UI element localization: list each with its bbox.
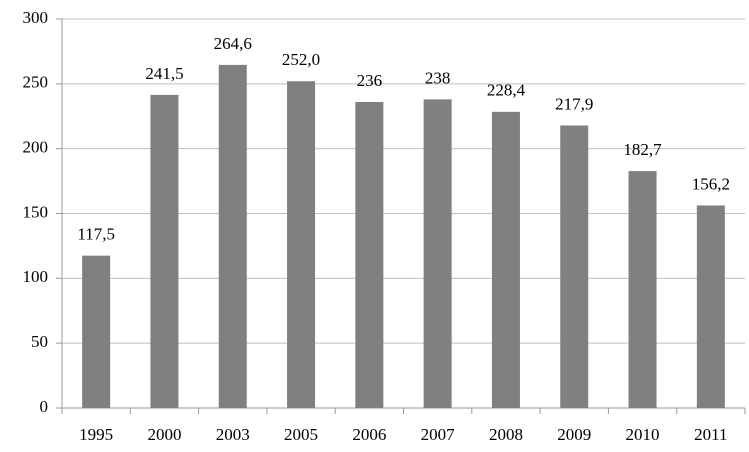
value-label: 264,6 — [214, 34, 252, 53]
x-tick-label: 2008 — [489, 425, 523, 444]
value-label: 228,4 — [487, 81, 526, 100]
y-tick-label: 200 — [23, 138, 49, 157]
bar — [218, 64, 247, 408]
y-tick-label: 250 — [23, 73, 49, 92]
x-tick-label: 1995 — [79, 425, 113, 444]
x-tick-label: 2007 — [421, 425, 456, 444]
x-tick-label: 2010 — [626, 425, 660, 444]
x-tick-label: 2011 — [694, 425, 727, 444]
bar — [355, 101, 384, 408]
value-label: 238 — [425, 68, 451, 87]
bar — [491, 111, 520, 408]
value-label: 217,9 — [555, 94, 593, 113]
bar — [150, 94, 179, 408]
x-tick-label: 2006 — [352, 425, 386, 444]
bar — [628, 171, 657, 408]
x-tick-label: 2000 — [147, 425, 181, 444]
y-tick-label: 150 — [23, 202, 49, 221]
y-tick-label: 50 — [31, 332, 48, 351]
value-label: 236 — [357, 71, 383, 90]
x-tick-label: 2009 — [557, 425, 591, 444]
bar — [696, 205, 725, 408]
value-label: 241,5 — [145, 64, 183, 83]
y-tick-label: 300 — [23, 8, 49, 27]
value-label: 252,0 — [282, 50, 320, 69]
y-tick-label: 100 — [23, 267, 49, 286]
bar — [423, 99, 452, 408]
y-tick-label: 0 — [40, 397, 49, 416]
bar — [82, 255, 111, 408]
x-tick-label: 2005 — [284, 425, 318, 444]
x-tick-label: 2003 — [216, 425, 250, 444]
bar — [560, 125, 589, 409]
bar — [287, 81, 316, 409]
value-label: 117,5 — [77, 225, 115, 244]
value-label: 156,2 — [692, 174, 730, 193]
value-label: 182,7 — [623, 140, 662, 159]
